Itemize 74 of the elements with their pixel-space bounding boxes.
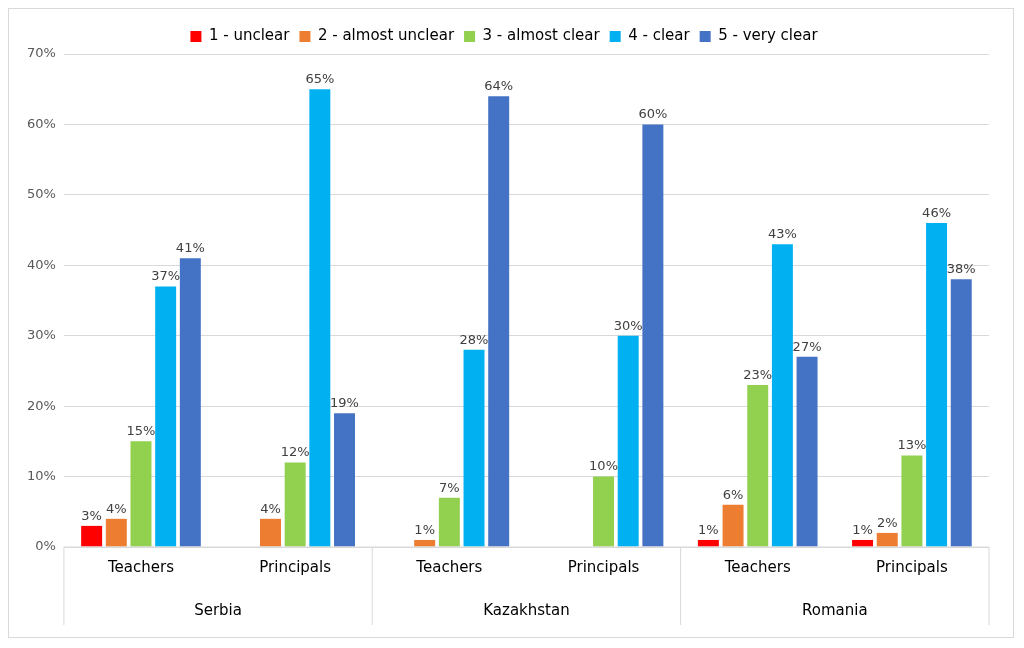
text: Romania (802, 600, 868, 619)
bar (926, 223, 948, 547)
bar (593, 476, 615, 547)
bar (617, 335, 639, 547)
data-label: 64% (484, 78, 514, 94)
bar (852, 539, 874, 547)
data-label: 12% (280, 444, 310, 460)
x-tick-label: Teachers (415, 557, 483, 576)
bar (950, 279, 972, 547)
y-tick-label: 60% (26, 115, 56, 131)
data-label: 46% (922, 204, 952, 220)
data-label: 4% (106, 500, 127, 516)
data-label: 1% (698, 521, 719, 537)
bar (105, 518, 127, 547)
data-label: 38% (946, 261, 976, 277)
bar (901, 455, 923, 547)
bar (876, 532, 898, 547)
bar (642, 124, 664, 547)
y-tick-label: 0% (35, 538, 56, 554)
data-label: 4% (260, 500, 281, 516)
bar (463, 349, 485, 547)
data-label: 10% (589, 458, 618, 474)
legend-label: 3 - almost clear (482, 26, 601, 45)
data-label: 1% (414, 521, 435, 537)
bar (414, 539, 436, 547)
text: Kazakhstan (483, 600, 570, 619)
x-tick-label: Principals (876, 557, 948, 576)
data-label: 41% (175, 240, 205, 256)
text: Serbia (194, 600, 242, 619)
bar (488, 96, 510, 547)
legend-label: 4 - clear (628, 26, 691, 45)
x-tick-label: Teachers (723, 557, 791, 576)
bar (438, 497, 460, 547)
bar (722, 504, 744, 547)
bar (747, 385, 769, 547)
y-tick-label: 20% (26, 397, 56, 413)
data-label: 43% (767, 226, 797, 242)
data-label: 7% (439, 479, 460, 495)
bar (309, 89, 331, 547)
x-tick-label: Principals (567, 557, 640, 576)
bar (796, 356, 818, 547)
y-tick-label: 30% (26, 327, 56, 343)
x-tick-label: Principals (259, 557, 332, 576)
bar (771, 244, 793, 547)
x-tick-label: Teachers (106, 557, 175, 576)
legend-label: 5 - very clear (718, 26, 819, 45)
data-label: 2% (876, 514, 898, 530)
bar (81, 525, 103, 547)
data-label: 28% (459, 331, 489, 347)
data-label: 6% (722, 486, 744, 502)
data-label: 15% (126, 423, 156, 439)
data-label: 13% (897, 437, 927, 453)
legend-label: 1 - unclear (208, 26, 291, 45)
legend-label: 2 - almost unclear (317, 26, 455, 45)
bar (697, 539, 719, 547)
data-label: 30% (613, 317, 643, 333)
bar (130, 441, 152, 547)
bar (179, 258, 201, 547)
bar (284, 462, 306, 547)
data-label: 1% (852, 521, 873, 537)
y-tick-label: 50% (26, 186, 56, 202)
bar (155, 286, 177, 547)
data-label: 19% (330, 395, 359, 411)
y-tick-label: 10% (26, 467, 56, 483)
data-label: 60% (638, 106, 668, 122)
data-label: 23% (743, 366, 773, 382)
data-label: 65% (305, 71, 335, 87)
data-label: 3% (81, 507, 102, 523)
bar (260, 518, 281, 547)
y-tick-label: 70% (26, 45, 56, 61)
bar (334, 413, 355, 547)
y-tick-label: 40% (26, 256, 56, 272)
data-label: 37% (151, 268, 181, 284)
data-label: 27% (792, 338, 822, 354)
